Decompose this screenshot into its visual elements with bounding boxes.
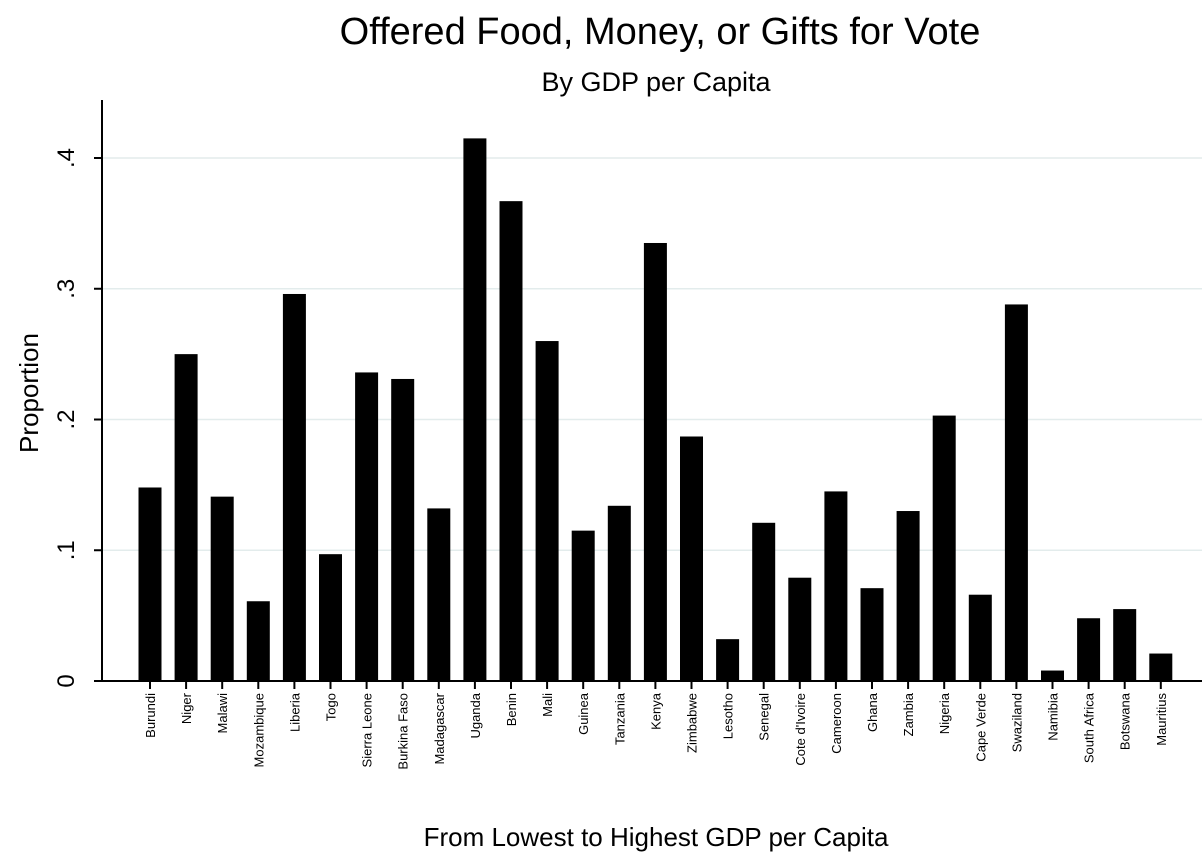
- x-tick-label: Cape Verde: [973, 693, 988, 762]
- x-tick-label: Lesotho: [721, 693, 736, 739]
- x-tick-label: Liberia: [287, 692, 302, 732]
- y-tick-label: .2: [53, 409, 80, 429]
- bar-togo: [319, 554, 342, 681]
- chart-title: Offered Food, Money, or Gifts for Vote: [340, 11, 981, 53]
- bar-ghana: [860, 588, 884, 681]
- x-tick-label: Madagascar: [432, 692, 447, 764]
- bar-cameroon: [824, 491, 848, 681]
- bar-namibia: [1041, 670, 1064, 681]
- bar-malawi: [210, 496, 234, 681]
- x-tick-label: Namibia: [1046, 692, 1061, 740]
- x-tick-label: Sierra Leone: [360, 693, 375, 767]
- bar-south-africa: [1077, 618, 1101, 681]
- y-tick-label: 0: [53, 674, 80, 687]
- bars: [138, 138, 1173, 682]
- chart-subtitle: By GDP per Capita: [541, 67, 771, 97]
- bar-guinea: [571, 530, 595, 681]
- bar-mauritius: [1149, 653, 1173, 681]
- x-tick-label: Mauritius: [1154, 693, 1169, 746]
- bar-lesotho: [716, 639, 740, 681]
- bar-mozambique: [246, 601, 270, 681]
- y-tick-label: .1: [53, 540, 80, 560]
- x-tick-label: Cote d'Ivoire: [793, 693, 808, 766]
- x-tick-label: Mozambique: [251, 693, 266, 767]
- axes: [94, 100, 1202, 689]
- bar-cote-d-ivoire: [788, 577, 812, 681]
- bar-cape-verde: [968, 594, 992, 681]
- x-tick-label: Ghana: [865, 692, 880, 732]
- x-axis-title: From Lowest to Highest GDP per Capita: [424, 822, 889, 852]
- bar-niger: [174, 354, 198, 681]
- bar-zambia: [896, 511, 920, 681]
- bar-botswana: [1113, 609, 1137, 681]
- bar-liberia: [282, 293, 306, 681]
- bar-swaziland: [1004, 304, 1028, 681]
- x-tick-label: South Africa: [1082, 692, 1097, 763]
- bar-nigeria: [932, 415, 956, 681]
- y-tick-label: .3: [53, 279, 80, 299]
- x-tick-label: Malawi: [215, 693, 230, 734]
- x-tick-label: Burkina Faso: [396, 693, 411, 770]
- y-axis-title: Proportion: [14, 333, 44, 453]
- x-tick-label: Kenya: [648, 692, 663, 730]
- x-tick-label: Senegal: [757, 693, 772, 741]
- x-tick-label: Togo: [324, 693, 339, 721]
- x-tick-label: Zimbabwe: [685, 693, 700, 753]
- x-tick-label: Benin: [504, 693, 519, 726]
- bar-sierra-leone: [355, 372, 379, 681]
- bar-zimbabwe: [680, 436, 703, 681]
- bar-burundi: [138, 487, 162, 681]
- x-tick-label: Guinea: [576, 692, 591, 735]
- bar-senegal: [752, 522, 776, 681]
- bar-uganda: [463, 138, 487, 681]
- x-tick-label: Swaziland: [1009, 693, 1024, 752]
- x-tick-label: Niger: [179, 692, 194, 724]
- y-tick-labels: 0 .1 .2 .3 .4: [53, 148, 80, 688]
- bar-kenya: [643, 242, 667, 682]
- x-tick-label: Tanzania: [612, 692, 627, 745]
- x-tick-label: Uganda: [468, 692, 483, 738]
- y-tick-label: .4: [53, 148, 80, 168]
- x-tick-label: Cameroon: [829, 693, 844, 754]
- x-tick-label: Zambia: [901, 692, 916, 736]
- bar-madagascar: [427, 508, 451, 681]
- x-tick-label: Botswana: [1118, 692, 1133, 750]
- bar-mali: [535, 341, 559, 681]
- bar-benin: [499, 201, 523, 681]
- x-tick-label: Mali: [540, 693, 555, 717]
- x-tick-labels: Burundi Niger Malawi Mozambique Liberia Togo S…: [143, 692, 1169, 769]
- bar-burkina-faso: [391, 378, 415, 681]
- x-tick-label: Burundi: [143, 693, 158, 738]
- bar-tanzania: [607, 505, 631, 681]
- x-tick-label: Nigeria: [937, 692, 952, 734]
